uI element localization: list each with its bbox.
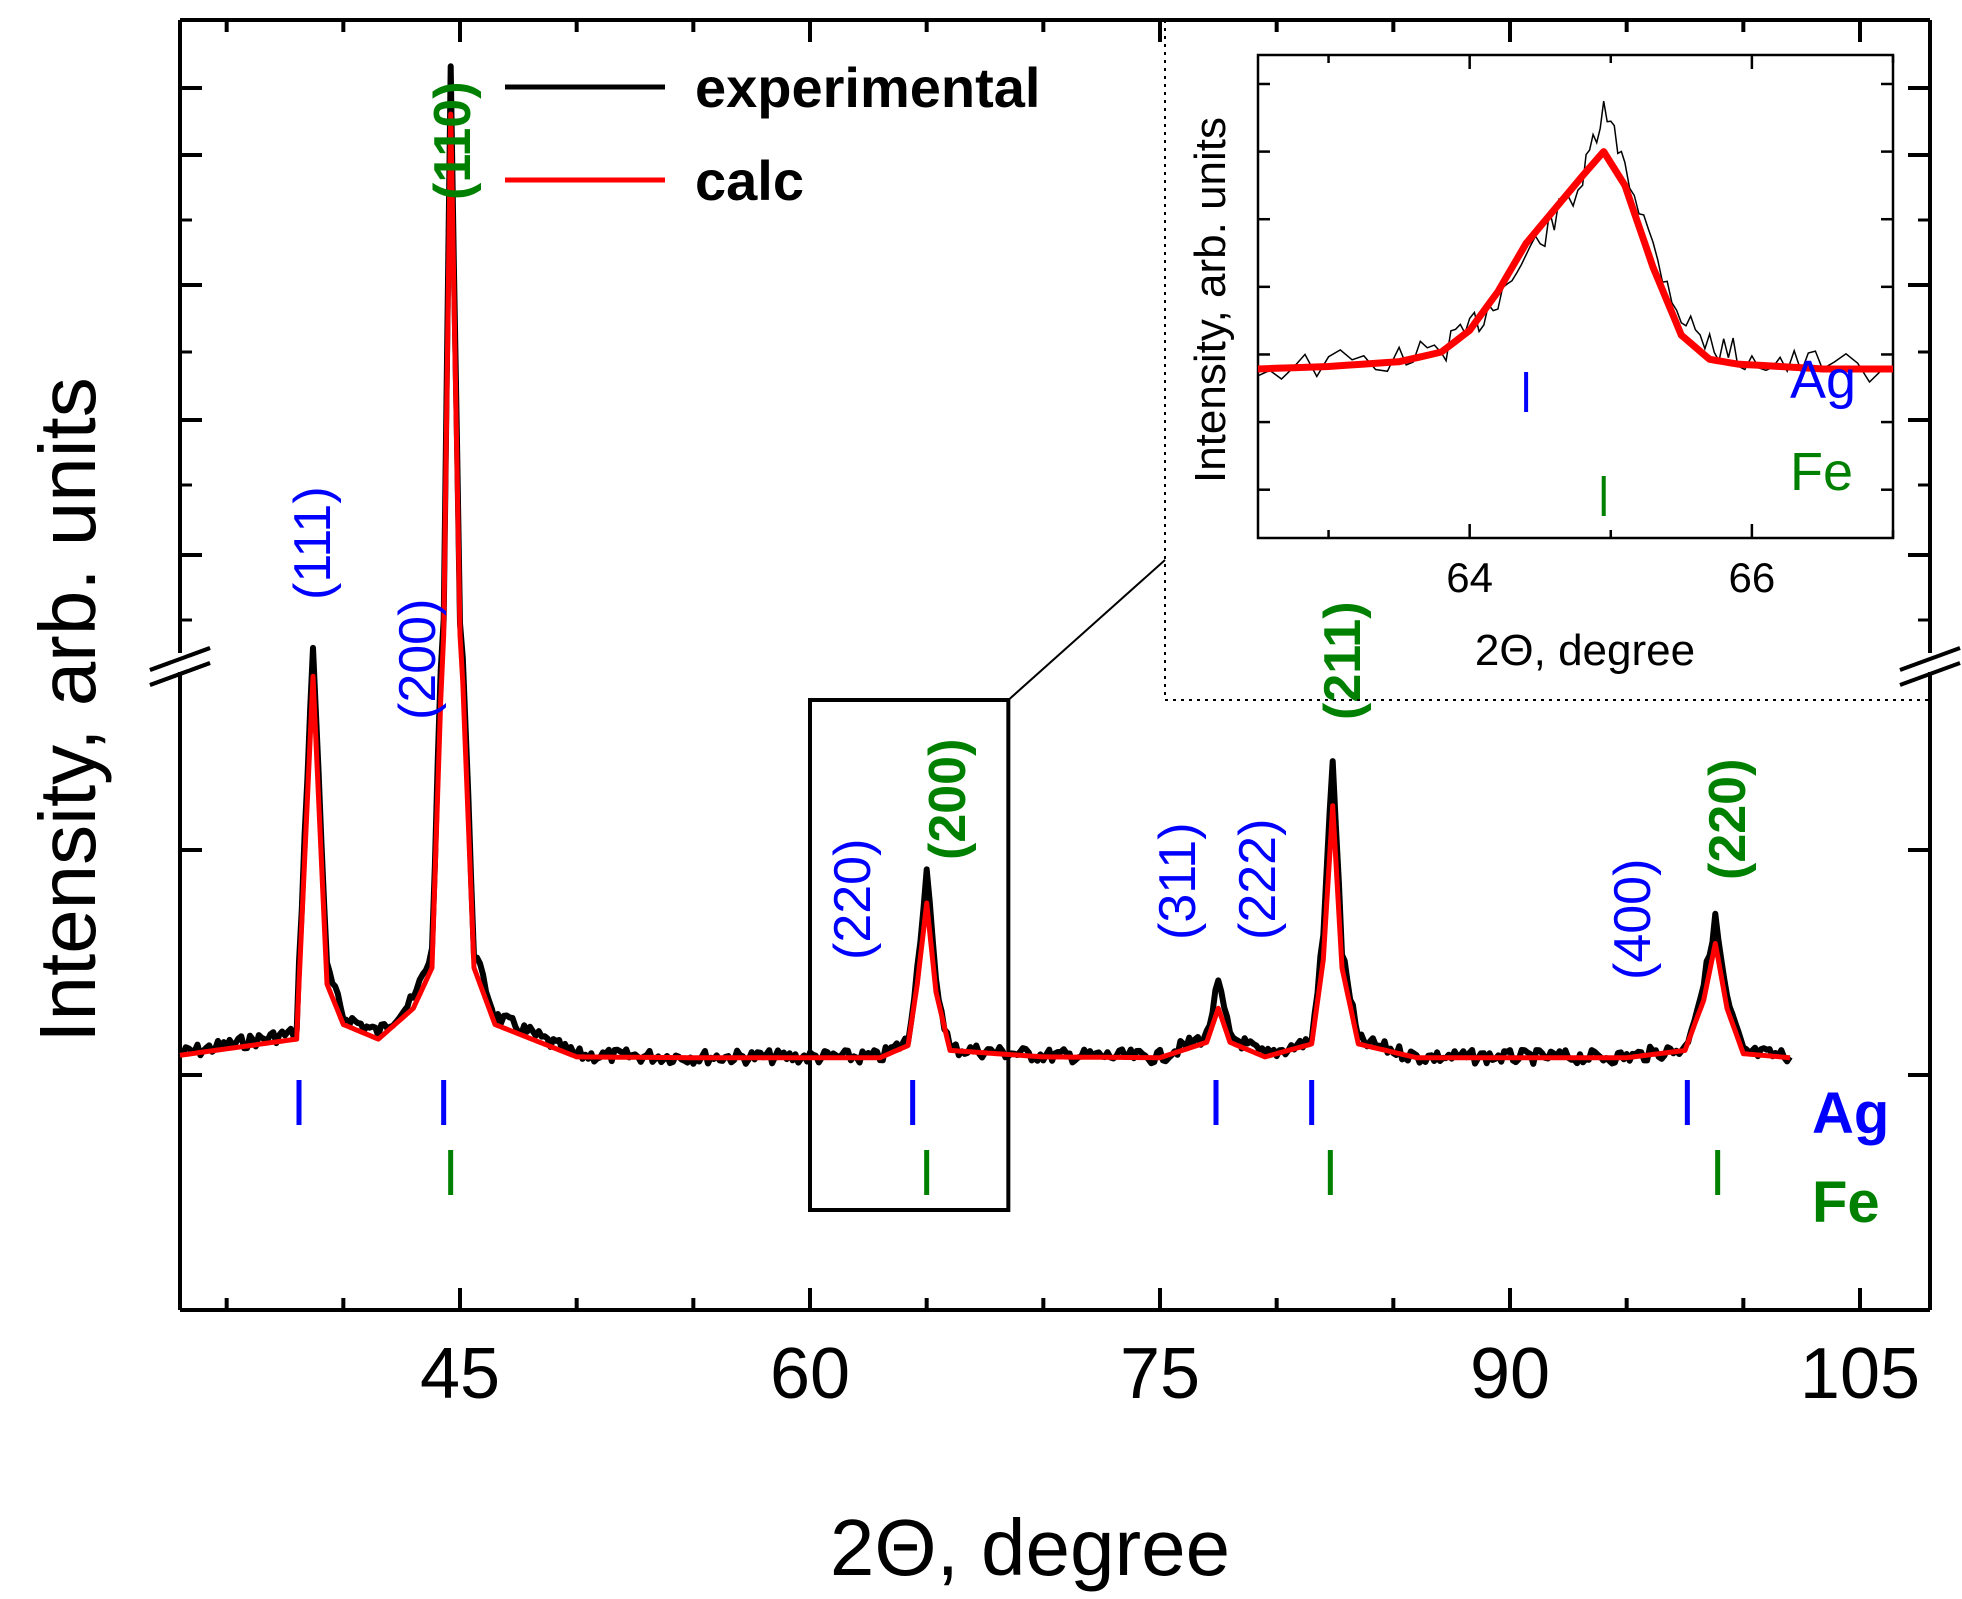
inset-series-experimental-line (1257, 100, 1894, 384)
series-calc-line (179, 111, 1791, 1061)
y-axis-break-left (149, 646, 211, 687)
x-tick-label-45: 45 (420, 1334, 500, 1414)
phase-label-ag: Ag (1812, 1081, 1889, 1146)
peak-label-fe-1: (200) (919, 739, 977, 860)
peak-label-ag-1: (200) (389, 599, 447, 720)
inset-plot: 64 66 Intensity, arb. units 2Θ, degree Ag… (1164, 20, 1930, 701)
inset-x-tick-label-66: 66 (1729, 554, 1776, 601)
inset-phase-label-ag: Ag (1790, 350, 1856, 410)
inset-reflection-markers (1524, 372, 1606, 516)
y-axis-break-right (1899, 646, 1961, 687)
x-axis-ticks: 45 60 75 90 105 (224, 20, 1920, 1414)
inset-x-axis-title: 2Θ, degree (1475, 626, 1695, 675)
peak-labels: (111) (200) (220) (311) (222) (400) (110) (200)… (284, 81, 1757, 980)
x-tick-label-90: 90 (1470, 1334, 1550, 1414)
x-tick-label-105: 105 (1800, 1334, 1920, 1414)
peak-label-ag-0: (111) (284, 486, 342, 600)
y-axis-title: Intensity, arb. units (23, 377, 112, 1043)
inset-series-calc-line (1257, 148, 1893, 373)
peak-label-fe-0: (110) (424, 81, 482, 200)
y-axis-ticks (180, 86, 1930, 1077)
reflection-markers (296, 1080, 1721, 1195)
inset-axis-ticks: 64 66 (1258, 55, 1895, 601)
peak-label-ag-4: (222) (1229, 819, 1287, 940)
inset-frame (1256, 53, 1895, 540)
peak-label-ag-5: (400) (1604, 859, 1662, 980)
legend: experimental calc (505, 56, 1041, 212)
peak-label-fe-3: (220) (1699, 759, 1757, 880)
zoom-connector-line (1007, 559, 1166, 701)
legend-label-calc: calc (695, 149, 804, 212)
peak-label-ag-3: (311) (1149, 822, 1207, 940)
inset-y-axis-title: Intensity, arb. units (1186, 117, 1235, 483)
inset-phase-label-fe: Fe (1790, 442, 1853, 502)
legend-label-experimental: experimental (695, 56, 1041, 119)
x-tick-label-60: 60 (770, 1334, 850, 1414)
x-axis-title: 2Θ, degree (830, 1503, 1230, 1592)
phase-label-fe: Fe (1812, 1170, 1880, 1235)
peak-label-ag-2: (220) (824, 839, 882, 960)
peak-label-fe-2: (211) (1314, 601, 1372, 720)
main-plot-frame (178, 18, 1932, 1312)
zoom-region-box (808, 698, 1011, 1212)
inset-x-tick-label-64: 64 (1446, 554, 1493, 601)
x-tick-label-75: 75 (1120, 1334, 1200, 1414)
